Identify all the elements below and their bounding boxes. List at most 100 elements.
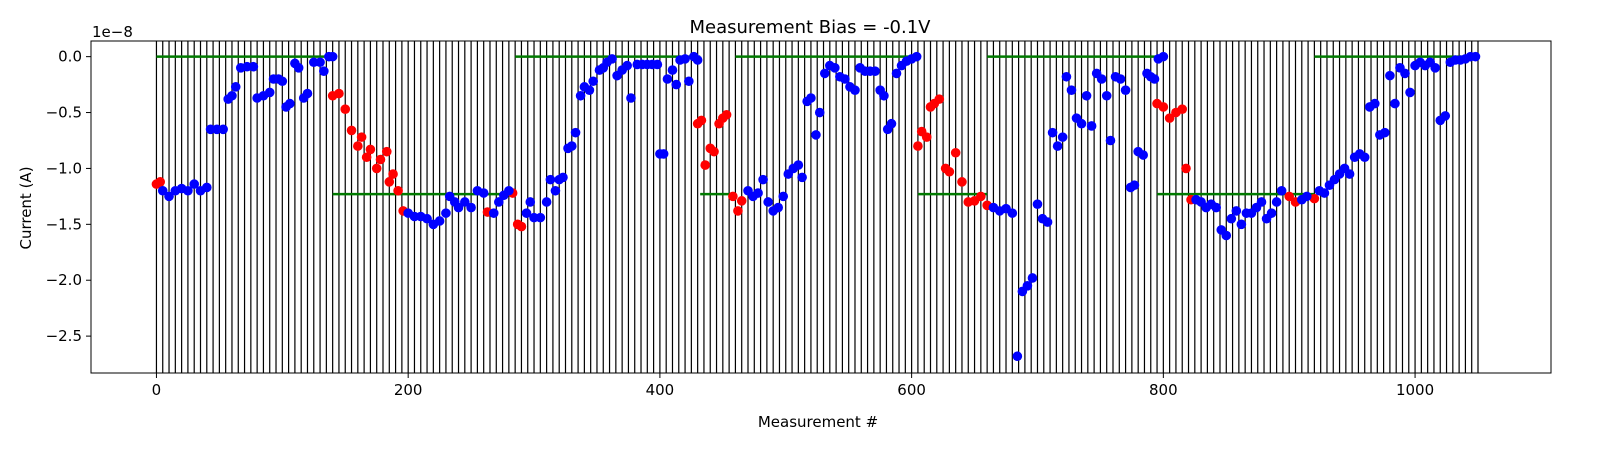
data-point (230, 82, 241, 92)
data-point (709, 146, 719, 157)
data-point (227, 90, 237, 101)
data-point (1177, 104, 1188, 114)
data-point (375, 154, 386, 165)
data-point (488, 208, 499, 218)
data-point (493, 197, 504, 207)
data-point (327, 51, 338, 62)
data-point (763, 197, 773, 207)
data-point (285, 98, 295, 109)
data-point (1047, 127, 1058, 138)
data-point (1012, 351, 1023, 362)
data-point (478, 188, 489, 198)
y-offset-text: 1e−8 (92, 23, 133, 41)
data-point (1129, 180, 1140, 191)
data-point (1120, 85, 1131, 95)
data-point (652, 59, 663, 70)
data-point (819, 68, 830, 79)
y-tick-label: −1.5 (46, 215, 82, 233)
data-point (692, 55, 703, 65)
data-point (566, 141, 577, 151)
data-point (684, 76, 694, 87)
data-point (976, 191, 986, 202)
data-point (1236, 219, 1247, 230)
data-point (957, 177, 967, 187)
data-point (840, 74, 850, 84)
data-point (797, 172, 807, 183)
data-point (1057, 132, 1068, 142)
axes: 0 200 400 600 800 1000 0.0 −0.5 −1.0 −1.5 −2.0 −2.5 (46, 40, 1552, 399)
data-point (293, 63, 304, 73)
data-point (736, 196, 747, 206)
data-point (1319, 188, 1330, 198)
data-point (934, 94, 945, 104)
data-point (671, 79, 682, 90)
data-point (1271, 197, 1282, 207)
data-point (1052, 141, 1063, 151)
data-point (371, 163, 382, 174)
data-point (441, 208, 451, 218)
data-point (1066, 85, 1077, 95)
data-point (1076, 118, 1087, 129)
data-point (353, 141, 363, 151)
y-tick-label: −0.5 (46, 104, 82, 122)
data-point (1086, 121, 1097, 131)
data-point (1400, 68, 1410, 79)
data-point (319, 66, 329, 76)
data-point (758, 174, 768, 185)
data-point (516, 221, 527, 232)
data-point (696, 115, 707, 126)
data-point (1359, 152, 1370, 163)
data-point (525, 197, 536, 207)
data-point (830, 63, 840, 73)
y-axis-label: Current (A) (17, 166, 35, 249)
data-point (1101, 90, 1112, 101)
data-point (189, 179, 200, 189)
data-point (1158, 51, 1169, 62)
plot-frame (90, 40, 1552, 374)
data-point (183, 185, 193, 196)
data-point (879, 90, 889, 101)
data-point (950, 147, 961, 158)
data-point (248, 61, 259, 72)
data-point (778, 191, 789, 202)
data-point (584, 85, 595, 95)
data-point (1164, 113, 1175, 123)
data-point (891, 68, 902, 79)
data-point (1138, 150, 1149, 160)
data-point (1302, 191, 1312, 202)
data-point (1115, 74, 1126, 84)
data-point (662, 74, 673, 84)
data-point (535, 212, 546, 223)
x-tick-label: 200 (394, 381, 423, 399)
data-point (773, 202, 784, 213)
data-point (1149, 74, 1160, 84)
data-point (264, 87, 275, 98)
data-point (1430, 63, 1441, 73)
data-point (460, 197, 470, 207)
data-point (558, 172, 568, 183)
y-tick-label: 0.0 (58, 48, 82, 66)
data-point (334, 88, 344, 99)
data-point (700, 160, 711, 170)
data-point (607, 54, 617, 64)
data-point (667, 65, 678, 75)
data-point (1032, 199, 1043, 210)
data-point (361, 152, 372, 163)
data-point (588, 76, 598, 87)
data-point (315, 57, 325, 68)
data-point (1022, 281, 1033, 291)
data-point (1266, 208, 1277, 218)
data-point (733, 206, 743, 216)
data-point (886, 118, 897, 129)
data-points (151, 51, 1481, 362)
data-point (680, 54, 690, 64)
data-point (365, 144, 376, 155)
data-point (814, 107, 825, 118)
data-point (1105, 135, 1116, 146)
data-point (921, 132, 932, 142)
data-point (218, 124, 228, 135)
data-point (721, 109, 732, 120)
data-point (913, 141, 923, 151)
data-point (911, 51, 922, 62)
